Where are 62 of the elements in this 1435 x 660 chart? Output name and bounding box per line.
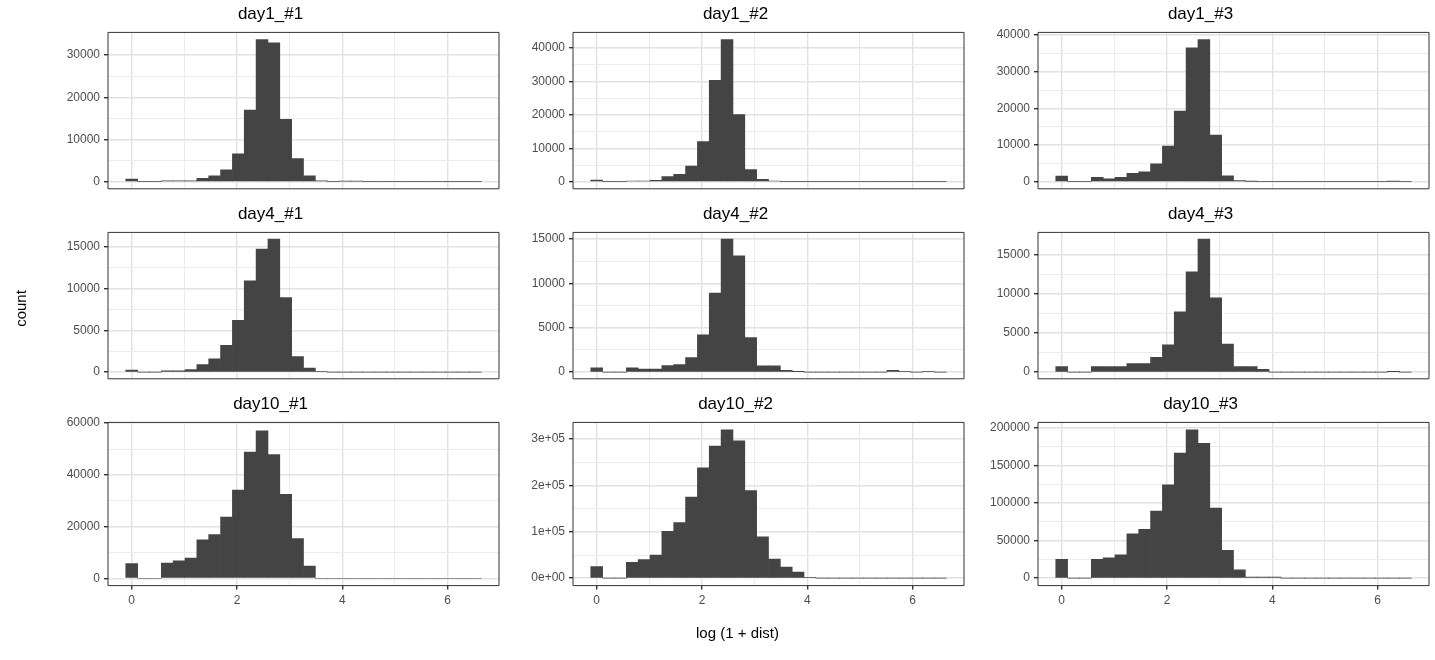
y-tick-label: 60000 (66, 415, 101, 430)
chart-title: day1_#3 (1167, 3, 1234, 23)
y-tick-label: 30000 (66, 47, 101, 62)
y-tick-label: 15000 (531, 231, 566, 246)
x-tick-label: 4 (338, 593, 346, 608)
chart-title: day10_#3 (1163, 393, 1238, 413)
chart-title: day4_#3 (1167, 203, 1234, 223)
x-tick-label: 0 (1058, 593, 1066, 608)
y-tick-label: 40000 (996, 27, 1031, 42)
y-tick-label: 15000 (66, 238, 101, 253)
chart-title: day4_#1 (237, 203, 304, 223)
x-tick-label: 6 (909, 593, 917, 608)
y-tick-label: 5000 (1003, 325, 1031, 340)
y-tick-label: 0 (1023, 570, 1031, 585)
x-tick-label: 2 (698, 593, 706, 608)
y-tick-label: 40000 (531, 40, 566, 55)
y-tick-label: 1e+05 (531, 524, 566, 539)
y-tick-label: 30000 (996, 64, 1031, 79)
chart-title: day10_#2 (698, 393, 773, 413)
y-tick-label: 30000 (531, 73, 566, 88)
y-tick-label: 0 (1023, 174, 1031, 188)
y-tick-label: 0e+00 (531, 570, 566, 585)
x-tick-label: 2 (1163, 593, 1171, 608)
chart-title: day1_#2 (702, 3, 769, 23)
y-axis-title: count (11, 289, 29, 329)
y-tick-label: 20000 (996, 100, 1031, 115)
y-tick-label: 20000 (66, 518, 101, 533)
x-tick-label: 6 (444, 593, 452, 608)
y-tick-label: 0 (1023, 364, 1031, 379)
y-tick-label: 100000 (989, 495, 1031, 510)
x-tick-label: 2 (233, 593, 241, 608)
y-tick-label: 20000 (531, 107, 566, 122)
chart-title: day1_#1 (237, 3, 304, 23)
y-tick-label: 40000 (66, 467, 101, 482)
y-tick-label: 0 (93, 570, 101, 585)
y-tick-label: 5000 (538, 320, 566, 335)
y-tick-label: 3e+05 (531, 431, 566, 446)
y-tick-label: 10000 (66, 131, 101, 146)
y-tick-label: 0 (558, 364, 566, 379)
y-tick-label: 20000 (66, 89, 101, 104)
x-tick-label: 0 (593, 593, 601, 608)
x-tick-label: 4 (803, 593, 811, 608)
y-tick-label: 0 (93, 174, 101, 188)
chart-title: day10_#1 (233, 393, 308, 413)
y-tick-label: 2e+05 (531, 477, 566, 492)
y-tick-label: 10000 (996, 137, 1031, 152)
chart-title: day4_#2 (702, 203, 769, 223)
y-tick-label: 200000 (989, 419, 1031, 434)
y-tick-label: 10000 (531, 140, 566, 155)
y-tick-label: 0 (93, 364, 101, 379)
y-tick-label: 10000 (996, 286, 1031, 301)
x-tick-label: 4 (1268, 593, 1276, 608)
y-tick-label: 10000 (66, 280, 101, 295)
y-tick-label: 15000 (996, 247, 1031, 262)
y-tick-label: 5000 (73, 322, 101, 337)
x-tick-label: 6 (1374, 593, 1382, 608)
x-tick-label: 0 (128, 593, 136, 608)
y-tick-label: 150000 (989, 457, 1031, 472)
y-tick-label: 0 (558, 174, 566, 188)
y-tick-label: 50000 (996, 532, 1031, 547)
y-tick-label: 10000 (531, 275, 566, 290)
x-axis-title: log (1 + dist) (695, 624, 780, 641)
